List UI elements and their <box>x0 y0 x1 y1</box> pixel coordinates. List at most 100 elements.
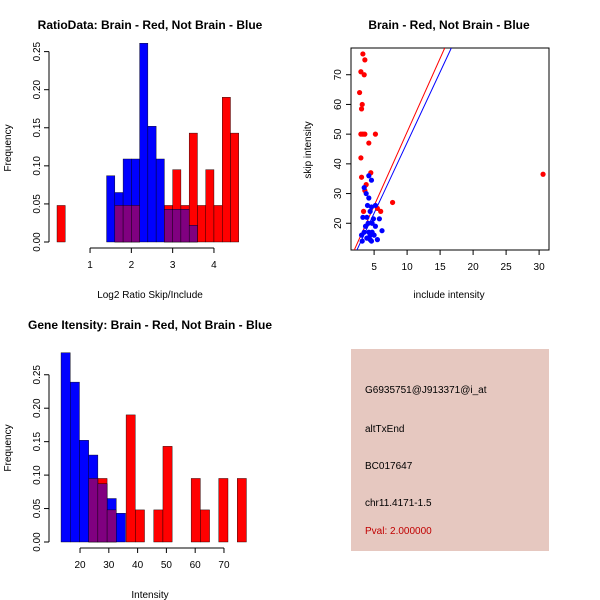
brain-point <box>358 155 364 161</box>
brain-point <box>358 131 364 137</box>
ratio-histogram-y-tick-label: 0.20 <box>32 80 43 100</box>
intensity-histogram-x-tick-label: 70 <box>218 560 230 571</box>
ratio-histogram-overlap-bar <box>180 209 190 243</box>
brain-point <box>366 140 372 146</box>
brain-point <box>358 106 365 112</box>
not-brain-point <box>360 214 366 220</box>
brain-point <box>362 57 368 63</box>
ratio-histogram-y-tick-label: 0.15 <box>32 118 43 138</box>
intensity-histogram-overlap-bar <box>88 478 99 543</box>
ratio-histogram-overlap-bar <box>114 205 124 243</box>
not-brain-point <box>376 216 382 222</box>
scatter-x-tick-label: 10 <box>402 262 414 273</box>
ratio-histogram-brain-bar <box>197 205 206 243</box>
brain-point <box>358 174 365 180</box>
scatter-x-tick-label: 15 <box>435 262 447 273</box>
ratio-histogram-xlabel: Log2 Ratio Skip/Include <box>97 290 203 301</box>
scatter-x-tick-label: 30 <box>534 262 546 273</box>
ratio-histogram-bars <box>56 43 239 243</box>
intensity-histogram-not-brain-bar <box>60 352 71 543</box>
scatter-plot-box <box>350 47 550 251</box>
ratio-histogram-panel: RatioData: Brain - Red, Not Brain - Blue… <box>3 18 263 301</box>
ratio-histogram-y-tick-label: 0.05 <box>32 194 43 214</box>
not-brain-point <box>364 214 370 220</box>
accession: BC017647 <box>365 461 413 472</box>
probe-id: G6935751@J913371@i_at <box>365 385 487 396</box>
ratio-histogram-ylabel: Frequency <box>3 124 14 171</box>
brain-point <box>358 69 364 75</box>
ratio-histogram-x-tick-label: 4 <box>211 260 217 271</box>
ratio-histogram-brain-bar <box>213 205 223 243</box>
ratio-histogram-x-tick-label: 3 <box>170 260 176 271</box>
brain-point <box>360 51 366 57</box>
not-brain-point <box>361 185 367 191</box>
ratio-histogram-axes: 0.00 0.05 0.10 0.15 0.20 0.25 1 2 3 4 <box>32 41 217 271</box>
not-brain-point <box>362 223 369 229</box>
brain-fit-line <box>353 48 446 250</box>
intensity-histogram-y-tick-label: 0.00 <box>32 532 43 552</box>
intensity-histogram-brain-bar <box>200 509 210 543</box>
scatter-y-tick-label: 50 <box>333 128 344 140</box>
not-brain-point <box>372 223 379 229</box>
intensity-histogram-overlap-bar <box>97 483 108 543</box>
intensity-histogram-brain-bar <box>135 509 145 543</box>
probe-info-box: G6935751@J913371@i_at altTxEnd BC017647 … <box>351 349 549 551</box>
intensity-histogram-y-tick-label: 0.15 <box>32 431 43 451</box>
scatter-y-tick-label: 20 <box>333 217 344 229</box>
scatter-x-tick-label: 20 <box>468 262 480 273</box>
intensity-histogram-y-tick-label: 0.20 <box>32 398 43 418</box>
not-brain-point <box>379 228 385 234</box>
intensity-histogram-x-tick-label: 40 <box>132 560 144 571</box>
ratio-histogram-not-brain-bar <box>155 158 165 243</box>
intensity-histogram-brain-bar <box>125 414 136 543</box>
intensity-histogram-not-brain-bar <box>70 381 80 543</box>
ratio-histogram-not-brain-bar <box>106 175 116 243</box>
ratio-histogram-title: RatioData: Brain - Red, Not Brain - Blue <box>38 18 263 32</box>
brain-point <box>362 131 368 137</box>
chromosome-location: chr11.4171-1.5 <box>365 498 432 509</box>
not-brain-point <box>369 220 375 226</box>
intensity-histogram-xlabel: Intensity <box>131 590 168 600</box>
intensity-histogram-brain-bar <box>162 446 173 543</box>
intensity-histogram-title: Gene Itensity: Brain - Red, Not Brain - … <box>28 318 272 332</box>
brain-point <box>372 131 379 137</box>
scatter-y-tick-label: 40 <box>333 158 344 170</box>
ratio-histogram-overlap-bar <box>172 209 182 243</box>
event-type: altTxEnd <box>365 424 405 435</box>
ratio-histogram-x-tick-label: 1 <box>87 260 93 271</box>
ratio-histogram-y-tick-label: 0.25 <box>32 41 43 61</box>
brain-point <box>361 72 367 78</box>
not-brain-point <box>371 232 377 238</box>
scatter-y-tick-label: 60 <box>333 98 344 110</box>
not-brain-point <box>367 232 373 238</box>
brain-point <box>540 171 546 177</box>
ratio-histogram-overlap-bar <box>164 209 173 243</box>
intensity-histogram-x-tick-label: 20 <box>74 560 86 571</box>
ratio-histogram-y-tick-label: 0.00 <box>32 232 43 252</box>
intensity-histogram-panel: Gene Itensity: Brain - Red, Not Brain - … <box>3 318 272 600</box>
brain-point <box>389 199 396 206</box>
intensity-histogram-brain-bar <box>237 478 247 543</box>
not-brain-point <box>366 173 372 179</box>
not-brain-point <box>374 237 380 243</box>
ratio-histogram-brain-bar <box>56 205 66 243</box>
scatter-points <box>353 48 546 250</box>
intensity-histogram-not-brain-bar <box>79 440 89 543</box>
not-brain-point <box>372 202 379 209</box>
not-brain-point <box>368 177 375 183</box>
not-brain-point <box>363 190 369 197</box>
intensity-histogram-y-tick-label: 0.10 <box>32 465 43 485</box>
intensity-histogram-x-tick-label: 30 <box>103 560 115 571</box>
intensity-histogram-ylabel: Frequency <box>3 424 14 471</box>
not-brain-point <box>370 216 377 222</box>
ratio-histogram-brain-bar <box>230 132 239 243</box>
ratio-histogram-overlap-bar <box>131 205 140 243</box>
intensity-histogram-brain-bar <box>218 478 229 543</box>
not-brain-point <box>368 204 375 210</box>
not-brain-point <box>358 232 365 238</box>
scatter-y-tick-label: 30 <box>333 188 344 200</box>
ratio-histogram-not-brain-bar <box>139 43 149 243</box>
ratio-histogram-brain-bar <box>222 97 231 243</box>
scatter-ylabel: skip intensity <box>303 121 314 178</box>
